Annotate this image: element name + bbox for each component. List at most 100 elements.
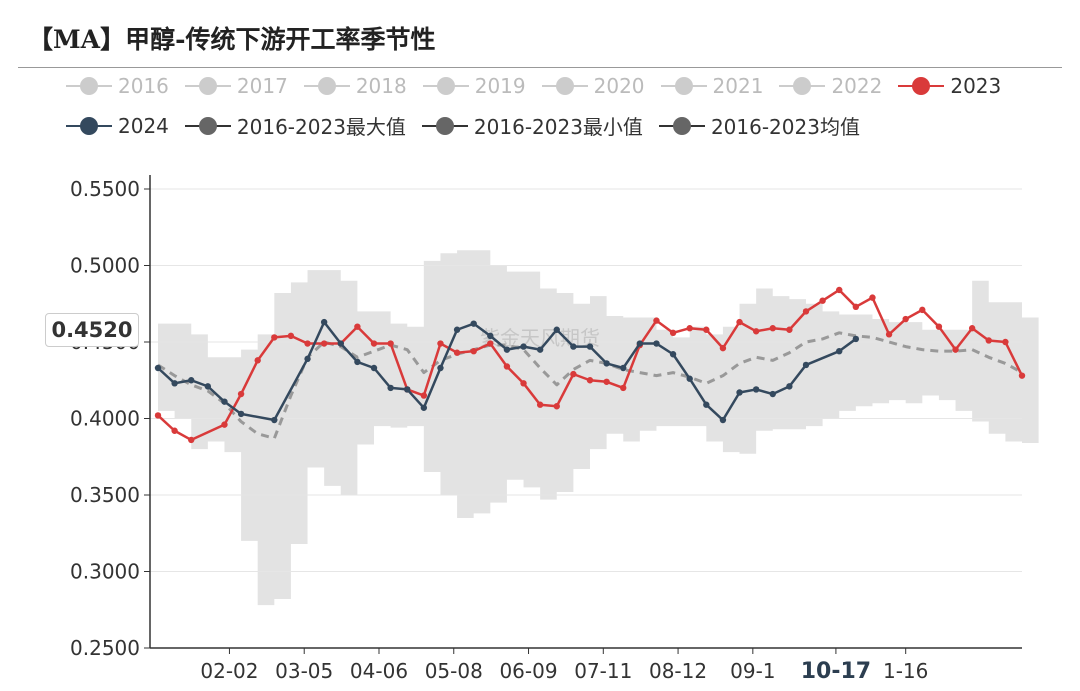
legend-item-2023[interactable]: 2023	[898, 72, 1001, 100]
data-point-2024	[570, 343, 577, 350]
data-point-2023	[786, 326, 793, 333]
data-point-2023	[154, 412, 162, 419]
legend-item-2020[interactable]: 2020	[541, 72, 645, 100]
data-point-2024	[653, 340, 660, 347]
data-point-2024	[769, 390, 776, 398]
legend-marker-icon	[779, 72, 826, 100]
data-point-2023	[736, 318, 743, 326]
data-point-2023	[586, 377, 594, 384]
data-point-2024	[420, 404, 428, 411]
x-tick-label: 05-08	[425, 659, 483, 683]
data-point-2023	[271, 334, 278, 341]
data-point-2023	[952, 346, 959, 353]
data-point-2024	[221, 398, 228, 405]
data-point-2023	[387, 340, 394, 347]
data-point-2023	[852, 303, 860, 311]
legend-marker-icon	[658, 112, 705, 140]
data-point-2023	[570, 370, 577, 378]
data-point-2024	[320, 318, 328, 326]
data-point-2024	[437, 364, 444, 372]
data-point-2023	[370, 340, 378, 347]
data-point-2023	[935, 323, 943, 330]
data-point-2023	[254, 357, 261, 364]
legend-marker-icon	[184, 72, 231, 100]
data-point-2023	[470, 347, 477, 355]
data-point-2024	[387, 384, 394, 392]
legend-item-2016-2023均值[interactable]: 2016-2023均值	[658, 111, 860, 140]
x-tick-label: 09-1	[730, 659, 775, 683]
legend-item-2016-2023最大值[interactable]: 2016-2023最大值	[184, 111, 406, 140]
legend-label: 2023	[950, 74, 1002, 98]
legend-item-2022[interactable]: 2022	[779, 72, 882, 100]
legend-item-2024[interactable]: 2024	[66, 112, 169, 140]
data-point-2023	[1002, 338, 1009, 346]
legend-label: 2019	[474, 74, 526, 98]
y-axis-pointer-label: 0.4520	[45, 313, 139, 347]
legend-marker-icon	[898, 72, 945, 100]
x-tick-label: 07-11	[574, 659, 632, 683]
legend-item-2018[interactable]: 2018	[303, 72, 407, 100]
data-point-2023	[221, 421, 228, 428]
data-point-2023	[503, 363, 511, 370]
legend-item-2019[interactable]: 2019	[422, 72, 526, 100]
y-tick-label: 0.3500	[70, 483, 140, 507]
data-point-2024	[520, 343, 527, 350]
legend-label: 2021	[712, 74, 764, 98]
data-point-2024	[271, 416, 278, 424]
legend-item-2016[interactable]: 2016	[66, 72, 169, 100]
data-point-2024	[586, 343, 594, 350]
title-divider	[18, 67, 1062, 68]
legend-marker-icon	[541, 72, 588, 100]
data-point-2024	[237, 410, 245, 418]
x-tick-label: 02-02	[200, 659, 258, 683]
data-point-2023	[719, 344, 727, 352]
data-point-2024	[453, 326, 461, 333]
data-point-2023	[836, 286, 843, 294]
data-point-2023	[237, 390, 245, 398]
x-tick-label: 08-12	[649, 659, 707, 683]
data-point-2023	[520, 380, 527, 387]
data-point-2023	[686, 325, 693, 332]
data-point-2023	[487, 340, 494, 347]
legend-item-2021[interactable]: 2021	[660, 72, 764, 100]
data-point-2023	[653, 317, 660, 324]
data-point-2023	[703, 326, 710, 333]
legend-item-2017[interactable]: 2017	[184, 72, 288, 100]
data-point-2024	[686, 375, 693, 382]
data-point-2024	[487, 332, 494, 340]
legend-label: 2024	[118, 113, 169, 138]
data-point-2023	[769, 325, 776, 332]
data-point-2024	[304, 355, 311, 363]
legend-label: 2016-2023最大值	[236, 115, 406, 139]
legend-label: 2017	[236, 74, 288, 98]
data-point-2023	[885, 331, 893, 338]
legend-label: 2018	[355, 74, 407, 98]
series-line-2023	[157, 288, 1024, 442]
data-point-2023	[752, 328, 760, 335]
data-point-2024	[603, 360, 610, 367]
data-point-2023	[819, 297, 826, 304]
data-point-2024	[536, 346, 544, 353]
data-point-2024	[503, 346, 511, 353]
legend-item-2016-2023最小值[interactable]: 2016-2023最小值	[421, 111, 643, 140]
x-tick-label: 10-17	[801, 659, 871, 684]
data-point-2023	[453, 349, 461, 356]
data-point-2024	[736, 389, 743, 396]
x-tick-label: 03-05	[275, 659, 333, 683]
data-point-2024	[752, 386, 760, 393]
x-tick-label: 06-09	[499, 659, 557, 683]
data-point-2024	[802, 361, 810, 369]
data-point-2023	[171, 427, 178, 434]
data-point-2024	[703, 401, 710, 408]
data-point-2023	[420, 392, 428, 399]
data-point-2024	[786, 383, 793, 390]
series-line-2024	[157, 320, 857, 422]
legend-marker-icon	[660, 72, 707, 100]
legend-row-2: 2024 2016-2023最大值 2016-2023最小值 2016-2023均值	[66, 111, 876, 140]
data-point-2023	[620, 384, 627, 392]
data-point-2023	[437, 340, 444, 347]
min-max-band	[158, 250, 1039, 606]
data-point-2023	[1018, 372, 1026, 379]
data-point-2023	[919, 306, 926, 314]
data-point-2023	[802, 308, 810, 315]
